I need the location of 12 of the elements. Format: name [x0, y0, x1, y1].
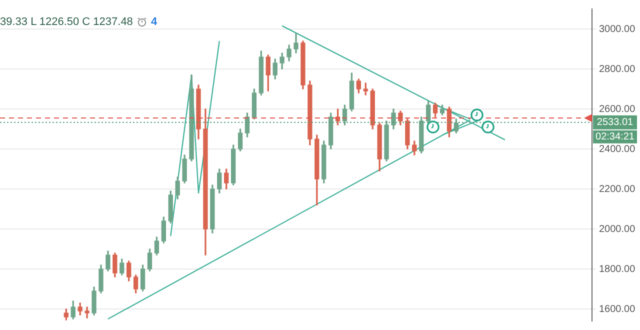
text: 02:34:21 [596, 132, 635, 143]
y-tick-label: 2200.00 [599, 184, 636, 195]
y-tick-label: 1800.00 [599, 264, 636, 275]
annotation: 39.33 L 1226.50 C 1237.48 [0, 16, 133, 28]
y-tick-label: 2400.00 [599, 144, 636, 155]
ref-line-label: 2533.01 [596, 117, 634, 128]
y-tick-label: 2000.00 [599, 224, 636, 235]
y-tick-label: 2600.00 [599, 104, 636, 115]
y-tick-label: 1600.00 [599, 304, 636, 315]
annotation: 4 [150, 16, 158, 28]
y-tick-label: 2800.00 [599, 64, 636, 75]
y-tick-label: 3000.00 [599, 24, 636, 35]
